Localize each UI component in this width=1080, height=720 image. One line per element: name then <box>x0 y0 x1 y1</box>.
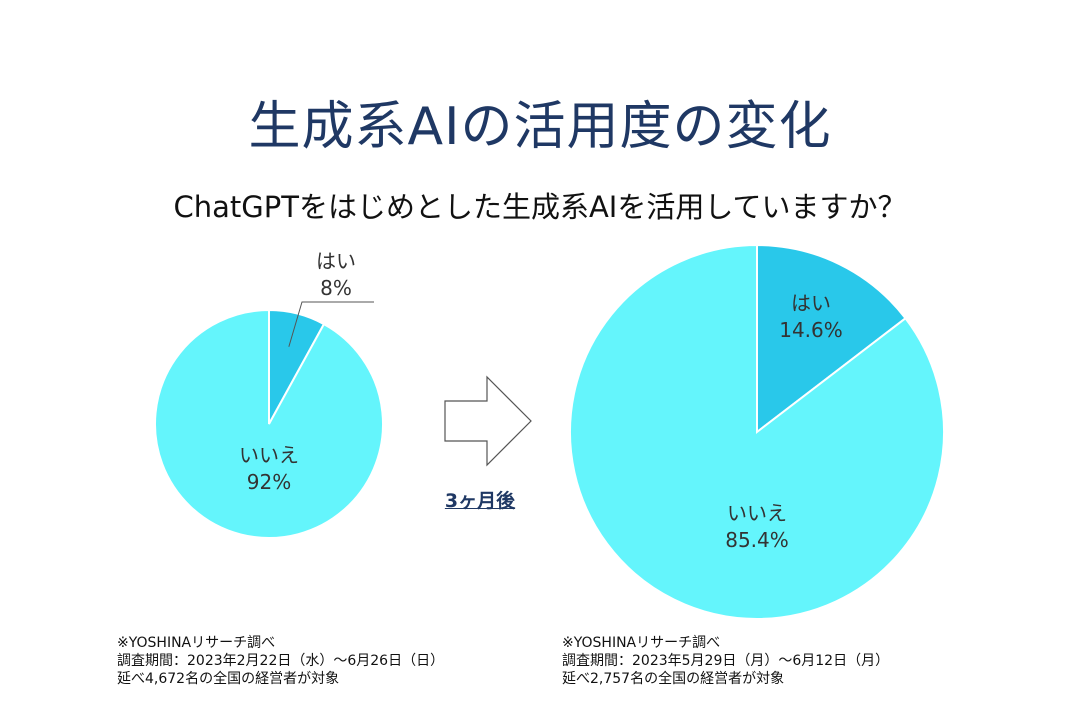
slice-label: いいえ <box>239 443 299 467</box>
note-source: ※YOSHINAリサーチ調べ <box>562 635 721 651</box>
slice-value-label: 8% <box>320 276 352 300</box>
note-sample: 延べ4,672名の全国の経営者が対象 <box>117 671 340 687</box>
slice-value-label: 85.4% <box>725 528 789 552</box>
question-subtitle: ChatGPTをはじめとした生成系AIを活用していますか？ <box>173 190 907 224</box>
label-leader-line <box>288 301 374 347</box>
note-sample: 延べ2,757名の全国の経営者が対象 <box>562 671 785 687</box>
survey-note-before: ※YOSHINAリサーチ調べ 調査期間：2023年2月22日（水）～6月26日（… <box>117 634 444 688</box>
pie-slice-yes <box>756 243 907 435</box>
slice-label: はい <box>316 249 356 273</box>
note-source: ※YOSHINAリサーチ調べ <box>117 635 276 651</box>
pie-before: はい 8% いいえ 92% <box>154 249 384 539</box>
slice-label: いいえ <box>727 501 787 525</box>
pie-slice-no <box>569 243 945 620</box>
page-title: 生成系AIの活用度の変化 <box>248 97 832 157</box>
pie-slice-no <box>154 308 384 539</box>
slice-label: はい <box>791 291 831 315</box>
survey-note-after: ※YOSHINAリサーチ調べ 調査期間：2023年5月29日（月）～6月12日（… <box>562 634 889 688</box>
slice-value-label: 14.6% <box>779 318 843 342</box>
note-period: 調査期間：2023年5月29日（月）～6月12日（月） <box>562 653 890 669</box>
pie-after: はい 14.6% いいえ 85.4% <box>569 243 945 620</box>
arrow-right-icon <box>444 375 532 467</box>
note-period: 調査期間：2023年2月22日（水）～6月26日（日） <box>117 653 445 669</box>
slice-value-label: 92% <box>247 470 291 494</box>
arrow-caption: 3ヶ月後 <box>444 490 516 512</box>
